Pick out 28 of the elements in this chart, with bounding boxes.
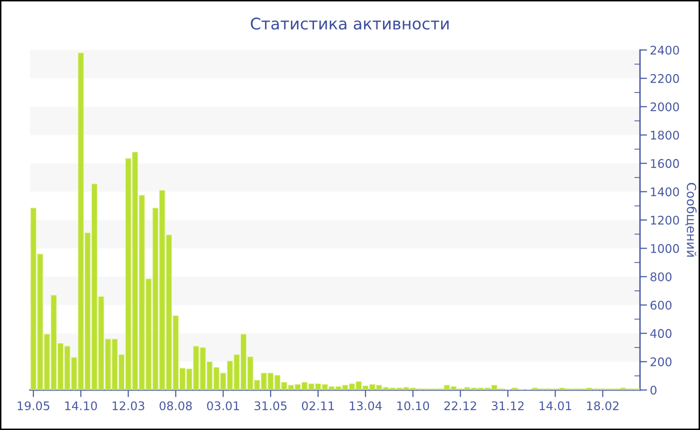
y-tick-label: 1600 [651, 159, 679, 168]
x-tick-label: 14.01 [540, 401, 572, 410]
x-tick-label: 19.05 [18, 401, 50, 410]
chart-title: Статистика активности [250, 18, 449, 30]
y-tick-label: 600 [650, 300, 672, 310]
y-tick-label: 1200 [651, 216, 679, 225]
x-tick-label: 31.12 [492, 401, 524, 410]
y-tick-label: 800 [650, 272, 672, 282]
x-tick-label: 02.11 [302, 401, 334, 410]
y-axis-title: Сообщений [685, 182, 697, 257]
y-tick-label: 200 [650, 357, 672, 366]
x-tick-label: 14.10 [65, 401, 97, 410]
y-tick-label: 1400 [651, 187, 679, 196]
y-tick-label: 2200 [650, 74, 679, 83]
y-tick-label: 1000 [651, 244, 679, 253]
y-tick-label: 2400 [650, 46, 679, 55]
x-tick-label: 13.04 [350, 401, 382, 410]
x-tick-label: 10.10 [397, 401, 430, 410]
x-tick-label: 12.03 [112, 401, 144, 410]
y-tick-label: 0 [650, 386, 656, 395]
x-tick-label: 31.05 [254, 401, 286, 410]
y-tick-label: 1800 [651, 130, 679, 140]
x-tick-label: 18.02 [587, 401, 618, 410]
y-tick-label: 400 [650, 329, 672, 338]
x-tick-label: 03.01 [207, 401, 239, 410]
y-tick-label: 2000 [650, 102, 679, 112]
x-tick-label: 08.08 [160, 401, 192, 410]
x-tick-label: 22.12 [444, 401, 476, 410]
